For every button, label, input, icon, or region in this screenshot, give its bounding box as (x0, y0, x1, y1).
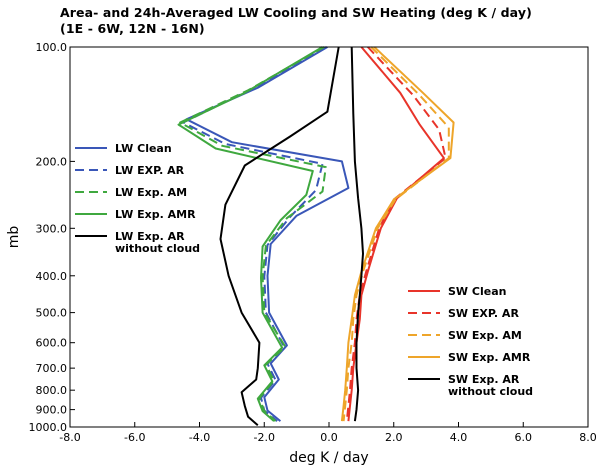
y-tick-label: 800.0 (36, 384, 68, 397)
legend-lw: LW Clean LW EXP. AR LW Exp. AM LW Exp. AMR L… (75, 142, 200, 255)
series-line-sw-exp-ar-without-cloud (350, 46, 364, 422)
y-tick-label: 900.0 (36, 404, 68, 417)
x-tick-label: 2.0 (385, 431, 403, 444)
legend-label-sw-exp-am: SW Exp. AM (448, 329, 522, 342)
x-axis-ticks: -8.0 -6.0 -4.0 -2.0 0.0 2.0 4.0 6.0 8.0 (59, 422, 597, 444)
series-line-lw-exp-ar-without-cloud (219, 46, 340, 427)
legend-label-lw-exp-amr: LW Exp. AMR (115, 208, 196, 221)
y-tick-label: 700.0 (36, 362, 68, 375)
y-tick-label: 1000.0 (29, 421, 68, 434)
x-tick-label: -2.0 (254, 431, 275, 444)
legend-label-lw-exp-ar: LW EXP. AR (115, 164, 185, 177)
series-line-lw-clean (185, 46, 350, 422)
legend-label-lw-exp-am: LW Exp. AM (115, 186, 187, 199)
chart-title: Area- and 24h-Averaged LW Cooling and SW… (60, 5, 532, 20)
x-tick-label: 6.0 (515, 431, 533, 444)
x-tick-label: 8.0 (579, 431, 597, 444)
legend-label-lw-clean: LW Clean (115, 142, 172, 155)
y-tick-label: 500.0 (36, 307, 68, 320)
legend-label-sw-clean: SW Clean (448, 285, 506, 298)
x-tick-label: -8.0 (59, 431, 80, 444)
series-layer (177, 46, 455, 427)
series-line-lw-exp-amr (177, 46, 324, 422)
legend-label-sw-exp-ar-without-cloud: SW Exp. AR without cloud (448, 373, 533, 398)
y-tick-label: 300.0 (36, 222, 68, 235)
y-tick-label: 100.0 (36, 41, 68, 54)
legend-label-sw-exp-amr: SW Exp. AMR (448, 351, 531, 364)
x-tick-label: 4.0 (450, 431, 468, 444)
y-tick-label: 600.0 (36, 337, 68, 350)
series-line-sw-clean (347, 46, 445, 422)
y-tick-label: 200.0 (36, 155, 68, 168)
x-tick-label: -6.0 (124, 431, 145, 444)
series-line-lw-exp-ar (182, 46, 327, 422)
series-line-lw-exp-am (179, 46, 327, 422)
x-tick-label: 0.0 (320, 431, 338, 444)
chart-subtitle: (1E - 6W, 12N - 16N) (60, 21, 205, 36)
x-tick-label: -4.0 (189, 431, 210, 444)
series-line-sw-exp-amr (340, 46, 455, 422)
y-axis-ticks: 100.0 200.0 300.0 400.0 500.0 600.0 700.0 800.0… (29, 41, 75, 434)
y-tick-label: 400.0 (36, 270, 68, 283)
legend-label-sw-exp-ar: SW EXP. AR (448, 307, 519, 320)
series-line-sw-exp-am (342, 46, 450, 422)
legend-label-lw-exp-ar-without-cloud: LW Exp. AR without cloud (115, 230, 200, 255)
y-axis-label: mb (6, 226, 22, 249)
series-line-sw-exp-ar (345, 46, 447, 422)
x-axis-label: deg K / day (289, 450, 368, 466)
legend-sw: SW Clean SW EXP. AR SW Exp. AM SW Exp. AMR S… (408, 285, 533, 398)
